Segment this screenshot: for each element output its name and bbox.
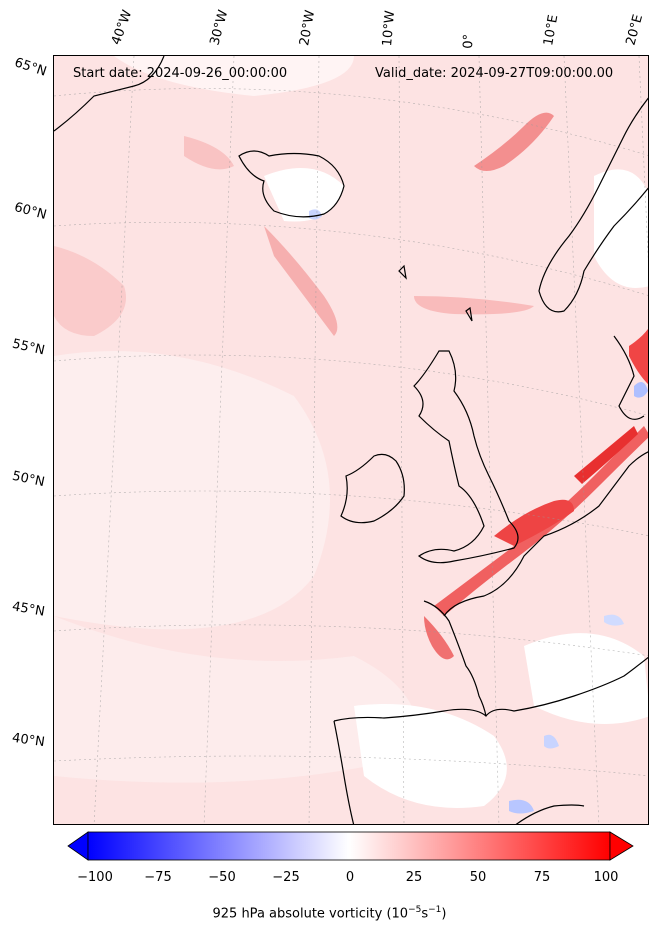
cbar-tick-label: −25 <box>272 870 300 885</box>
colorbar-max-extend <box>609 831 634 861</box>
lon-label-30w: 30°W <box>207 8 232 47</box>
coastlines <box>54 56 648 824</box>
lat-label-55n: 55°N <box>10 336 47 359</box>
start-date-text: Start date: 2024-09-26_00:00:00 <box>73 66 288 81</box>
colorbar-title: 925 hPa absolute vorticity (10−5s−1) <box>212 905 447 922</box>
lon-label-0: 0° <box>461 33 477 49</box>
lon-label-10w: 10°W <box>380 9 399 47</box>
cbar-tick-label: −75 <box>144 870 172 885</box>
lat-label-65n: 65°N <box>12 55 49 80</box>
cbar-tick-label: 0 <box>345 870 355 885</box>
lat-label-40n: 40°N <box>11 730 46 751</box>
lat-label-60n: 60°N <box>12 200 49 223</box>
cbar-tick-label: 50 <box>469 870 487 885</box>
colorbar <box>67 831 634 861</box>
lat-label-50n: 50°N <box>10 468 46 491</box>
lon-label-40w: 40°W <box>108 8 136 47</box>
map-panel <box>53 55 649 825</box>
lon-label-20w: 20°W <box>297 9 319 48</box>
lat-label-45n: 45°N <box>10 599 46 620</box>
lon-label-20e: 20°E <box>623 12 647 48</box>
cbar-tick-label: −100 <box>77 870 113 885</box>
cbar-tick-label: 100 <box>593 870 619 885</box>
colorbar-min-extend <box>67 831 89 861</box>
vorticity-field <box>54 56 648 824</box>
cbar-tick-label: 75 <box>533 870 551 885</box>
lon-label-10e: 10°E <box>541 13 562 47</box>
cbar-tick-label: −50 <box>208 870 236 885</box>
cbar-tick-label: 25 <box>405 870 423 885</box>
valid-date-text: Valid_date: 2024-09-27T09:00:00.00 <box>375 66 614 81</box>
